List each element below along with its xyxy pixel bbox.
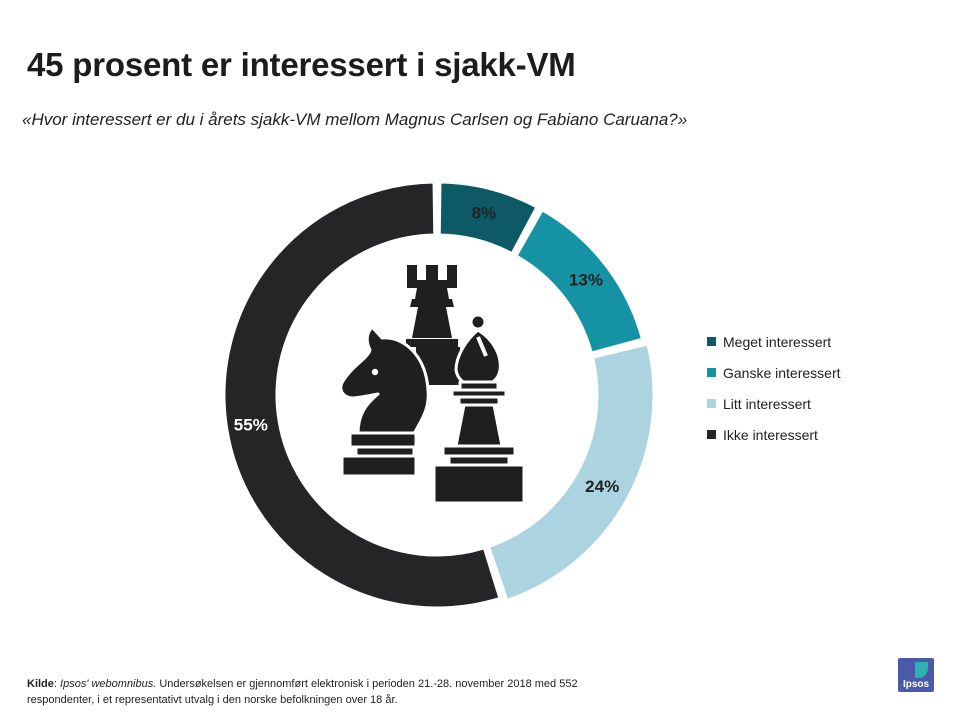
footnote-line-2: respondenter, i et representativt utvalg… — [27, 694, 398, 706]
chart-title: 45 prosent er interessert i sjakk-VM — [27, 46, 576, 83]
source-footnote: Kilde: Ipsos' webomnibus. Undersøkelsen … — [27, 676, 667, 708]
ipsos-logo: Ipsos — [898, 658, 934, 692]
legend-swatch — [707, 430, 716, 439]
legend-label: Meget interessert — [723, 333, 832, 350]
rook-icon — [406, 265, 464, 385]
legend-item-litt: Litt interessert — [707, 388, 841, 419]
legend-item-ikke: Ikke interessert — [707, 419, 841, 450]
legend-label: Ikke interessert — [723, 426, 818, 443]
donut-slice-1 — [437, 180, 540, 256]
legend-swatch — [707, 368, 716, 377]
chart-legend: Meget interessert Ganske interessert Lit… — [707, 326, 841, 450]
logo-text: Ipsos — [902, 679, 930, 690]
data-label-4: 55% — [234, 415, 268, 434]
legend-swatch — [707, 337, 716, 346]
source-label: Kilde — [27, 678, 54, 690]
legend-label: Litt interessert — [723, 395, 811, 412]
data-label-3: 24% — [585, 477, 619, 496]
data-label-2: 13% — [569, 270, 603, 289]
chess-pieces-icon — [339, 265, 526, 505]
footnote-line-1: Kilde: Ipsos' webomnibus. Undersøkelsen … — [27, 678, 578, 690]
legend-label: Ganske interessert — [723, 364, 841, 381]
footnote-text: Undersøkelsen er gjennomført elektronisk… — [156, 678, 578, 690]
source-name: Ipsos' webomnibus. — [60, 678, 157, 690]
donut-slice-4 — [222, 180, 502, 610]
donut-slice-2 — [513, 207, 645, 355]
bishop-icon — [432, 313, 526, 505]
data-label-1: 8% — [472, 203, 497, 222]
legend-item-meget: Meget interessert — [707, 326, 841, 357]
knight-icon — [339, 325, 430, 478]
donut-slices — [222, 180, 656, 610]
logo-mark-icon — [915, 662, 928, 678]
donut-slice-3 — [486, 342, 656, 603]
legend-item-ganske: Ganske interessert — [707, 357, 841, 388]
chart-subtitle: «Hvor interessert er du i årets sjakk-VM… — [22, 110, 688, 129]
data-labels: 8% 13% 24% 55% — [234, 203, 619, 495]
legend-swatch — [707, 399, 716, 408]
